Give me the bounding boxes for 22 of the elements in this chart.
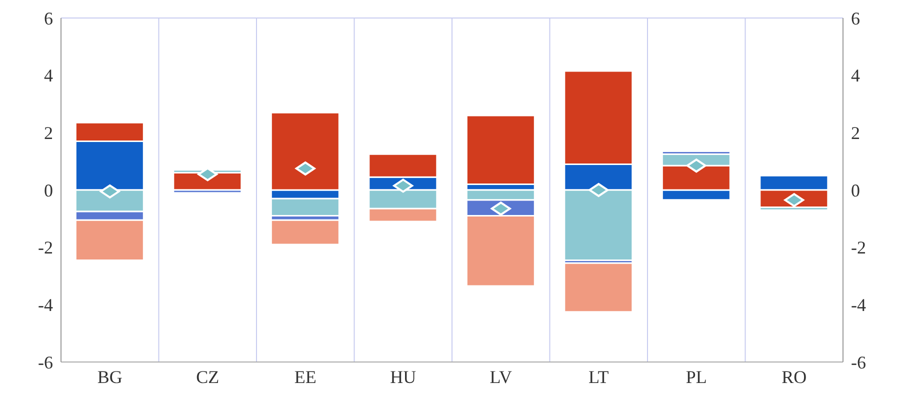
- y-tick-label: 6: [44, 8, 53, 28]
- x-tick-label: EE: [294, 366, 316, 387]
- y-tick-label: 0: [44, 180, 53, 200]
- y2-tick-label: 2: [851, 123, 860, 144]
- y2-tick-label: -2: [851, 238, 866, 258]
- y2-tick-label: 6: [851, 8, 860, 28]
- x-tick-label: LT: [588, 366, 609, 387]
- y-tick-label: -4: [38, 295, 53, 316]
- y2-tick-label: -6: [851, 352, 866, 372]
- x-tick-label: CZ: [196, 366, 220, 387]
- x-tick-label: HU: [390, 366, 416, 387]
- x-tick-label: BG: [97, 366, 122, 387]
- y-tick-label: 4: [44, 66, 53, 86]
- y2-tick-label: 0: [851, 180, 860, 200]
- y-tick-label: -2: [38, 238, 53, 258]
- y-tick-label: -6: [38, 352, 53, 372]
- y2-tick-label: -4: [851, 295, 866, 316]
- y2-tick-label: 4: [851, 66, 860, 86]
- y-tick-label: 2: [44, 123, 53, 144]
- x-tick-label: RO: [782, 366, 807, 387]
- x-tick-label: LV: [490, 366, 512, 387]
- x-tick-label: PL: [686, 366, 707, 387]
